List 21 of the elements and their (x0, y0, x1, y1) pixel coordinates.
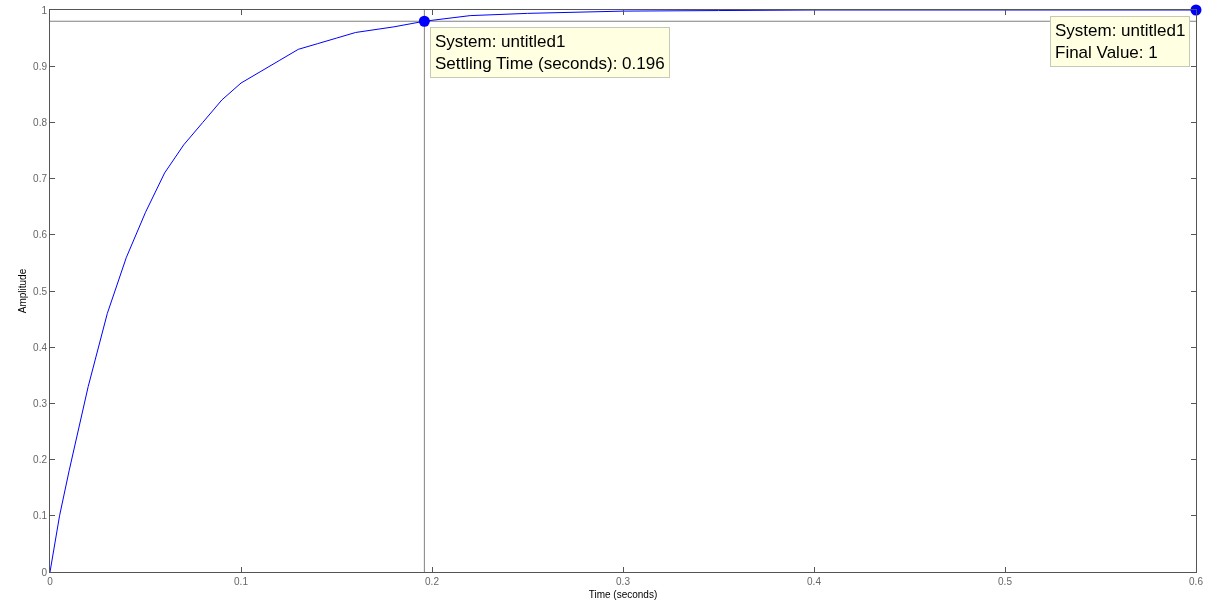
x-tick-label: 0.6 (1189, 576, 1204, 587)
y-tick-label: 0.3 (33, 397, 48, 409)
y-tick-label: 0.1 (33, 510, 48, 522)
annotation: System: untitled1 Settling Time (seconds): 0.196 (435, 32, 665, 74)
x-tick-label: 0.1 (234, 576, 249, 587)
y-tick-label: 0.2 (33, 454, 48, 466)
y-tick-label: 0.4 (33, 341, 48, 353)
x-tick-label: 0.4 (807, 576, 822, 587)
y-tick-label: 0.6 (33, 229, 48, 241)
x-axis-title: Time (seconds) (588, 588, 658, 600)
x-tick-label: 0.5 (998, 576, 1013, 587)
y-tick-label: 0.7 (33, 173, 48, 185)
y-tick-label: 0.5 (33, 285, 48, 297)
y-tick-label: 0 (41, 566, 48, 578)
y-axis-title: Amplitude (17, 268, 29, 314)
y-tick-label: 1 (41, 4, 48, 16)
x-tick-label: 0.2 (425, 576, 440, 587)
x-tick-label: 0.3 (616, 576, 631, 587)
annotation: System: untitled1 Final Value: 1 (1055, 21, 1186, 63)
y-tick-label: 0.8 (33, 116, 48, 128)
y-tick-label: 0.9 (33, 60, 48, 72)
